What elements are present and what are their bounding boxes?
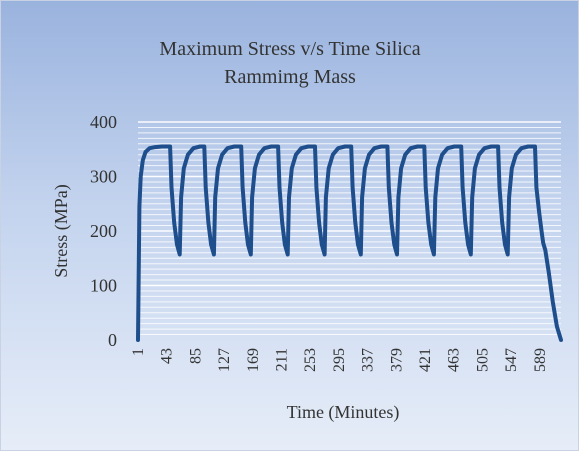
x-tick-label: 547 [503,348,520,372]
gridlines [138,121,561,336]
x-tick-label: 589 [532,348,549,372]
chart-title-line-1: Maximum Stress v/s Time Silica [159,38,420,60]
x-axis-ticks: 1 43 85 127 169 211 253 295 337 379 421 463 505 547 58… [130,348,549,372]
x-tick-label: 421 [417,348,434,372]
chart-title-line-2: Rammimg Mass [224,66,356,88]
x-tick-label: 379 [388,348,405,372]
x-tick-label: 85 [187,348,204,364]
x-tick-label: 211 [274,348,291,371]
y-tick-label: 0 [108,330,117,350]
x-axis-title: Time (Minutes) [287,402,400,423]
x-tick-label: 127 [216,348,233,372]
x-tick-label: 43 [159,348,176,364]
x-tick-label: 1 [130,348,147,356]
y-axis-ticks: 0 100 200 300 400 [90,112,117,350]
x-tick-label: 253 [302,348,319,372]
y-tick-label: 300 [90,167,117,187]
x-tick-label: 337 [360,348,377,372]
x-tick-label: 463 [446,348,463,372]
y-tick-label: 400 [90,112,117,132]
y-tick-label: 100 [90,276,117,296]
x-tick-label: 295 [331,348,348,372]
y-axis-title: Stress (MPa) [51,184,72,278]
series-layer [136,144,563,342]
x-tick-label: 169 [245,348,262,372]
x-tick-label: 505 [474,348,491,372]
stress-series-line [136,144,563,342]
y-tick-label: 200 [90,221,117,241]
